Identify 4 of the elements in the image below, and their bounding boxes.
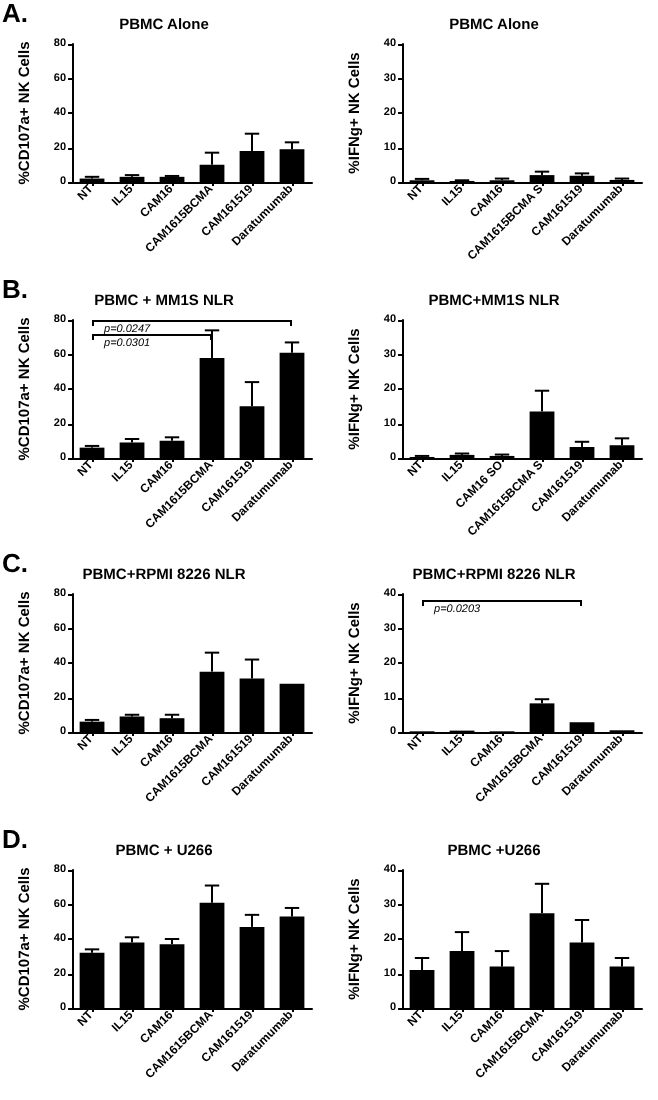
text: A. [2, 0, 28, 28]
text: C. [2, 548, 28, 578]
text: D. [2, 823, 28, 853]
text: B. [2, 273, 28, 303]
